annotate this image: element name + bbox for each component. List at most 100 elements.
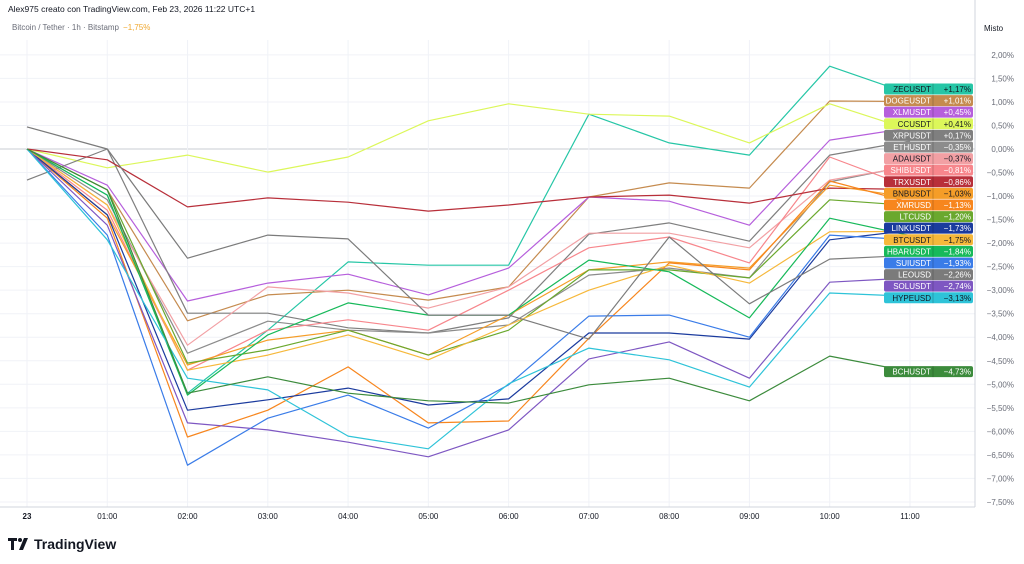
- chart-credit: Alex975 creato con TradingView.com, Feb …: [8, 4, 256, 14]
- series-badge[interactable]: ZECUSDT +1,17%: [884, 83, 973, 95]
- x-tick-label: 02:00: [178, 512, 199, 521]
- badge-change: +0,17%: [944, 131, 971, 140]
- series-line-ccusdt[interactable]: [26, 103, 911, 173]
- badge-symbol: ADAUSDT: [893, 155, 931, 164]
- badge-background: [884, 222, 973, 234]
- symbol-legend[interactable]: Bitcoin / Tether · 1h · Bitstamp −1,75%: [12, 23, 150, 32]
- x-axis: 23 01:00 02:00 03:00 04:00 05:00 06:00 07:00 08:…: [0, 506, 975, 521]
- y-tick-label: −0,50%: [987, 169, 1014, 178]
- series-line-hypeusd[interactable]: [26, 148, 911, 450]
- badge-symbol: HYPEUSD: [892, 294, 931, 303]
- badge-background: [884, 176, 973, 188]
- y-tick-label: −7,00%: [987, 474, 1014, 483]
- series-badge[interactable]: CCUSDT +0,41%: [884, 118, 973, 130]
- badge-change: +1,17%: [944, 85, 971, 94]
- series-badge[interactable]: ADAUSDT −0,37%: [884, 153, 973, 165]
- series-badge[interactable]: SOLUSDT −2,74%: [884, 280, 973, 292]
- badge-change: −1,13%: [944, 201, 971, 210]
- series-line-hbarusdt[interactable]: [26, 148, 911, 396]
- badge-change: −1,03%: [944, 189, 971, 198]
- badge-background: [884, 280, 973, 292]
- y-tick-label: −3,50%: [987, 310, 1014, 319]
- series-line-ethusdt[interactable]: [26, 148, 911, 354]
- scale-mode-label[interactable]: Misto: [984, 24, 1004, 33]
- badge-change: −0,86%: [944, 178, 971, 187]
- badge-symbol: CCUSDT: [898, 120, 931, 129]
- series-badge[interactable]: XMRUSD −1,13%: [884, 199, 973, 211]
- series-badge[interactable]: ETHUSDT −0,35%: [884, 141, 973, 153]
- series-line-suiusdt[interactable]: [26, 148, 911, 466]
- badge-symbol: SHIBUSDT: [891, 166, 932, 175]
- badge-change: −0,37%: [944, 155, 971, 164]
- series-badge[interactable]: LTCUSD −1,20%: [884, 211, 973, 223]
- series-badge[interactable]: SUIUSDT −1,93%: [884, 257, 973, 269]
- y-tick-label: −2,00%: [987, 239, 1014, 248]
- symbol-name: Bitcoin / Tether · 1h · Bitstamp: [12, 23, 120, 32]
- badge-background: [884, 257, 973, 269]
- series-badge[interactable]: HYPEUSD −3,13%: [884, 292, 973, 304]
- series-line-solusdt[interactable]: [26, 148, 911, 458]
- badge-symbol: LTCUSD: [900, 213, 932, 222]
- y-axis: 2,00% 1,50% 1,00% 0,50% 0,00% −0,50% −1,00% −1,…: [974, 0, 1014, 507]
- series-badge[interactable]: XLMUSDT +0,45%: [884, 106, 973, 118]
- series-line-xrpusdt[interactable]: [26, 140, 911, 334]
- y-tick-label: −3,00%: [987, 286, 1014, 295]
- series-line-xmrusd[interactable]: [26, 148, 911, 438]
- badge-background: [884, 366, 973, 378]
- badge-background: [884, 141, 973, 153]
- x-tick-label: 03:00: [258, 512, 279, 521]
- badge-change: −1,75%: [944, 236, 971, 245]
- badge-change: −1,93%: [944, 259, 971, 268]
- badge-symbol: LEOUSD: [898, 271, 931, 280]
- badge-change: −0,81%: [944, 166, 971, 175]
- series-line-adausdt[interactable]: [26, 148, 911, 346]
- y-tick-label: −6,00%: [987, 427, 1014, 436]
- y-tick-label: −1,50%: [987, 216, 1014, 225]
- badge-change: −4,73%: [944, 368, 971, 377]
- badge-symbol: ETHUSDT: [893, 143, 931, 152]
- y-tick-label: −4,00%: [987, 333, 1014, 342]
- badge-background: [884, 269, 973, 281]
- series-badge[interactable]: TRXUSDT −0,86%: [884, 176, 973, 188]
- tradingview-logo[interactable]: TradingView: [8, 536, 116, 552]
- series-badge[interactable]: LINKUSDT −1,73%: [884, 222, 973, 234]
- series-badge[interactable]: HBARUSDT −1,84%: [884, 245, 973, 257]
- series-line-linkusdt[interactable]: [26, 148, 911, 411]
- badge-background: [884, 211, 973, 223]
- y-tick-label: 1,50%: [991, 74, 1014, 83]
- series-badge[interactable]: XRPUSDT +0,17%: [884, 129, 973, 141]
- badge-symbol: HBARUSDT: [887, 247, 931, 256]
- x-tick-label: 11:00: [900, 512, 920, 521]
- badge-change: −1,73%: [944, 224, 971, 233]
- badge-symbol: XRPUSDT: [893, 131, 931, 140]
- series-line-leousd[interactable]: [26, 126, 911, 340]
- y-tick-label: −2,50%: [987, 263, 1014, 272]
- series-badge[interactable]: BNBUSDT −1,03%: [884, 187, 973, 199]
- badge-symbol: DOGEUSDT: [886, 97, 931, 106]
- x-tick-label: 23: [23, 512, 32, 521]
- x-tick-label: 09:00: [739, 512, 760, 521]
- badge-change: +0,45%: [944, 108, 971, 117]
- y-tick-label: −6,50%: [987, 451, 1014, 460]
- series-badges: ZECUSDT +1,17% DOGEUSDT +1,01% XLMUSDT +0,45%…: [884, 83, 973, 378]
- x-tick-label: 07:00: [579, 512, 600, 521]
- series-badge[interactable]: LEOUSD −2,26%: [884, 269, 973, 281]
- badge-change: +1,01%: [944, 97, 971, 106]
- y-tick-label: −4,50%: [987, 357, 1014, 366]
- series-badge[interactable]: SHIBUSDT −0,81%: [884, 164, 973, 176]
- y-tick-label: −5,00%: [987, 380, 1014, 389]
- series-line-xlmusdt[interactable]: [26, 127, 911, 302]
- series-badge[interactable]: BCHUSDT −4,73%: [884, 366, 973, 378]
- x-tick-label: 10:00: [820, 512, 841, 521]
- series-line-bchusdt[interactable]: [26, 148, 911, 404]
- badge-symbol: BNBUSDT: [893, 189, 931, 198]
- series-line-btcusdt[interactable]: [26, 148, 911, 371]
- series-line-trxusdt[interactable]: [26, 148, 911, 212]
- series-badge[interactable]: DOGEUSDT +1,01%: [884, 95, 973, 107]
- series-badge[interactable]: BTCUSDT −1,75%: [884, 234, 973, 246]
- y-tick-label: 1,00%: [991, 98, 1014, 107]
- series-line-dogeusdt[interactable]: [26, 100, 911, 322]
- badge-change: −1,84%: [944, 247, 971, 256]
- badge-symbol: LINKUSDT: [891, 224, 931, 233]
